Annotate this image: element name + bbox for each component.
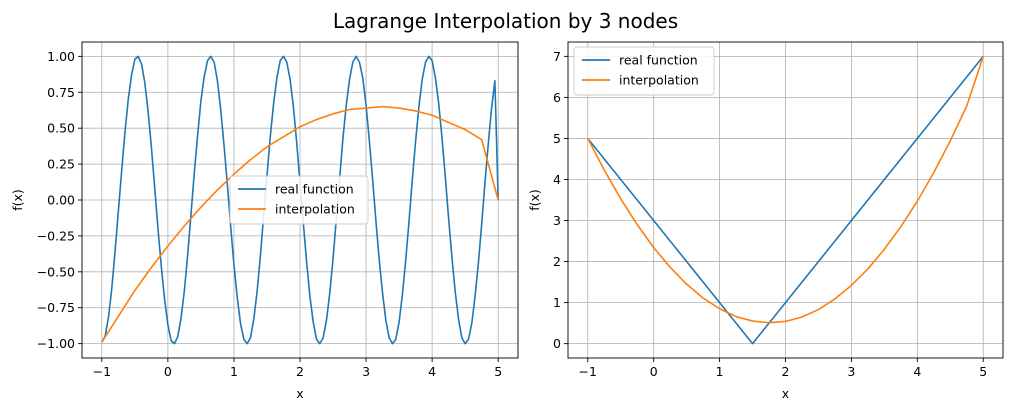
y-tick-label: −0.25 [37,228,75,243]
legend-label: interpolation [275,202,355,217]
y-tick-label: 0.00 [47,193,75,208]
y-tick-label: 5 [553,131,561,146]
series-line-1 [101,105,499,343]
x-tick-label: 3 [847,364,855,379]
y-tick-label: 4 [553,172,561,187]
legend: real function interpolation [573,46,715,96]
x-tick-label: 4 [913,364,921,379]
chart-right: −1 0 1 2 3 4 5 0 1 2 3 4 5 6 7 x f(x) real function interp… [527,41,1004,401]
y-tick-label: 3 [553,213,561,228]
x-tick-label: 1 [230,364,238,379]
x-tick-label: 2 [782,364,790,379]
legend-box [229,175,369,225]
y-tick-label: −0.75 [37,300,75,315]
x-tick-label: 0 [164,364,172,379]
legend-label: real function [619,53,698,68]
x-axis-label: x [296,386,303,401]
x-tick-label: 1 [716,364,724,379]
y-axis-label: f(x) [527,189,542,211]
x-axis-label: x [782,386,789,401]
x-tick-label: 0 [650,364,658,379]
y-tick-label: −0.50 [37,264,75,279]
chart-left: −1 0 1 2 3 4 5 −1.00 −0.75 −0.50 −0.25 0.00 0.25 0.50… [10,41,519,401]
y-tick-label: 1.00 [47,49,75,64]
y-tick-label: 2 [553,254,561,269]
y-tick-label: 1 [553,295,561,310]
legend: real function interpolation [229,175,369,225]
series-group [587,55,984,345]
series-line-1 [587,56,984,324]
x-tick-label: 3 [362,364,370,379]
x-tick-label: −1 [579,364,597,379]
x-tick-label: 4 [428,364,436,379]
y-tick-label: 6 [553,90,561,105]
y-tick-label: 0.25 [47,157,75,172]
y-axis-label: f(x) [10,189,25,211]
legend-label: real function [275,182,354,197]
y-tick-label: 0.50 [47,121,75,136]
y-tick-label: 0 [553,336,561,351]
legend-box [573,46,715,96]
x-tick-label: 5 [494,364,502,379]
legend-label: interpolation [619,73,699,88]
y-tick-label: −1.00 [37,336,75,351]
x-tick-label: −1 [93,364,111,379]
y-tick-label: 7 [553,49,561,64]
x-tick-label: 5 [979,364,987,379]
y-tick-label: 0.75 [47,85,75,100]
figure-title: Lagrange Interpolation by 3 nodes [333,9,678,33]
series-line-0 [587,55,984,345]
x-tick-label: 2 [296,364,304,379]
